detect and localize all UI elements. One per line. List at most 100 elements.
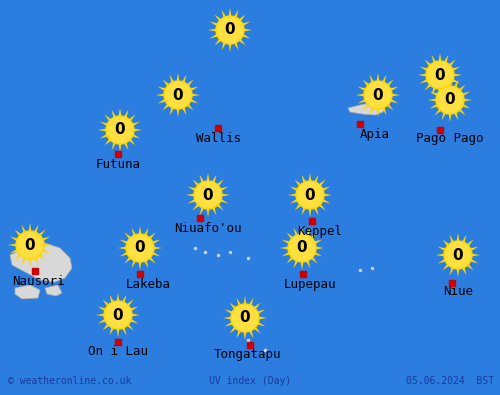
Polygon shape bbox=[188, 199, 196, 203]
Polygon shape bbox=[438, 259, 446, 263]
Polygon shape bbox=[129, 139, 136, 145]
Polygon shape bbox=[236, 298, 241, 306]
Polygon shape bbox=[434, 85, 441, 91]
Polygon shape bbox=[456, 269, 460, 277]
Polygon shape bbox=[230, 327, 236, 333]
Polygon shape bbox=[244, 28, 252, 31]
Polygon shape bbox=[10, 249, 18, 254]
Polygon shape bbox=[258, 322, 266, 326]
Polygon shape bbox=[249, 298, 254, 306]
Circle shape bbox=[231, 304, 259, 332]
Polygon shape bbox=[212, 207, 216, 215]
Circle shape bbox=[164, 81, 192, 109]
Polygon shape bbox=[348, 102, 385, 115]
Polygon shape bbox=[306, 228, 310, 236]
Polygon shape bbox=[98, 307, 106, 311]
Polygon shape bbox=[424, 84, 431, 90]
Polygon shape bbox=[464, 99, 472, 102]
Text: UV index (Day): UV index (Day) bbox=[209, 376, 291, 386]
Circle shape bbox=[194, 181, 222, 209]
Polygon shape bbox=[118, 144, 122, 152]
Polygon shape bbox=[158, 87, 166, 91]
Polygon shape bbox=[258, 310, 266, 314]
Text: Apia: Apia bbox=[360, 128, 390, 141]
Polygon shape bbox=[220, 199, 228, 203]
Polygon shape bbox=[138, 262, 141, 270]
Polygon shape bbox=[449, 59, 456, 66]
Polygon shape bbox=[392, 94, 400, 96]
Circle shape bbox=[444, 241, 472, 269]
Polygon shape bbox=[187, 104, 194, 111]
Polygon shape bbox=[28, 223, 32, 231]
Polygon shape bbox=[124, 257, 131, 263]
Polygon shape bbox=[132, 228, 136, 236]
Polygon shape bbox=[118, 246, 126, 249]
Text: 0: 0 bbox=[434, 68, 446, 83]
Polygon shape bbox=[116, 329, 119, 337]
Text: 0: 0 bbox=[444, 92, 456, 107]
Polygon shape bbox=[452, 67, 460, 71]
Polygon shape bbox=[452, 79, 460, 83]
Polygon shape bbox=[124, 142, 128, 150]
Polygon shape bbox=[450, 267, 454, 275]
Polygon shape bbox=[118, 108, 122, 116]
Polygon shape bbox=[239, 39, 246, 45]
Polygon shape bbox=[249, 330, 254, 339]
Polygon shape bbox=[158, 99, 166, 103]
Polygon shape bbox=[462, 235, 466, 243]
Polygon shape bbox=[322, 186, 330, 191]
Polygon shape bbox=[210, 22, 218, 26]
Polygon shape bbox=[132, 134, 140, 138]
Polygon shape bbox=[370, 75, 374, 83]
Polygon shape bbox=[170, 107, 174, 115]
Polygon shape bbox=[314, 240, 322, 244]
Polygon shape bbox=[127, 299, 134, 306]
Polygon shape bbox=[162, 79, 169, 86]
Polygon shape bbox=[311, 257, 318, 263]
Polygon shape bbox=[254, 303, 260, 309]
Polygon shape bbox=[442, 112, 446, 120]
Polygon shape bbox=[129, 115, 136, 121]
Polygon shape bbox=[454, 112, 458, 120]
Polygon shape bbox=[290, 199, 298, 203]
Text: Keppel: Keppel bbox=[298, 225, 343, 238]
Circle shape bbox=[216, 16, 244, 44]
Polygon shape bbox=[214, 15, 221, 21]
Polygon shape bbox=[156, 94, 164, 96]
Text: 0: 0 bbox=[172, 88, 184, 102]
Polygon shape bbox=[288, 194, 296, 196]
Text: 0: 0 bbox=[452, 248, 464, 263]
Polygon shape bbox=[110, 327, 114, 335]
Polygon shape bbox=[22, 258, 26, 265]
Polygon shape bbox=[222, 9, 226, 18]
Polygon shape bbox=[242, 22, 250, 26]
Polygon shape bbox=[420, 67, 428, 71]
Polygon shape bbox=[15, 285, 40, 299]
Polygon shape bbox=[428, 99, 436, 102]
Polygon shape bbox=[154, 246, 162, 249]
Polygon shape bbox=[44, 244, 52, 246]
Polygon shape bbox=[132, 260, 136, 268]
Polygon shape bbox=[200, 207, 204, 215]
Polygon shape bbox=[467, 264, 473, 271]
Polygon shape bbox=[222, 42, 226, 50]
Polygon shape bbox=[436, 254, 444, 256]
Polygon shape bbox=[14, 254, 21, 261]
Text: 0: 0 bbox=[224, 23, 235, 38]
Circle shape bbox=[436, 86, 464, 114]
Polygon shape bbox=[149, 232, 156, 239]
Polygon shape bbox=[420, 79, 428, 83]
Polygon shape bbox=[434, 109, 441, 116]
Polygon shape bbox=[214, 39, 221, 45]
Polygon shape bbox=[144, 228, 148, 236]
Text: 0: 0 bbox=[202, 188, 213, 203]
Polygon shape bbox=[302, 207, 306, 215]
Text: Wallis: Wallis bbox=[196, 132, 240, 145]
Polygon shape bbox=[448, 78, 452, 86]
Polygon shape bbox=[387, 104, 394, 111]
Polygon shape bbox=[217, 179, 224, 186]
Polygon shape bbox=[182, 107, 186, 115]
Polygon shape bbox=[42, 237, 50, 241]
Polygon shape bbox=[282, 252, 290, 256]
Polygon shape bbox=[138, 226, 141, 234]
